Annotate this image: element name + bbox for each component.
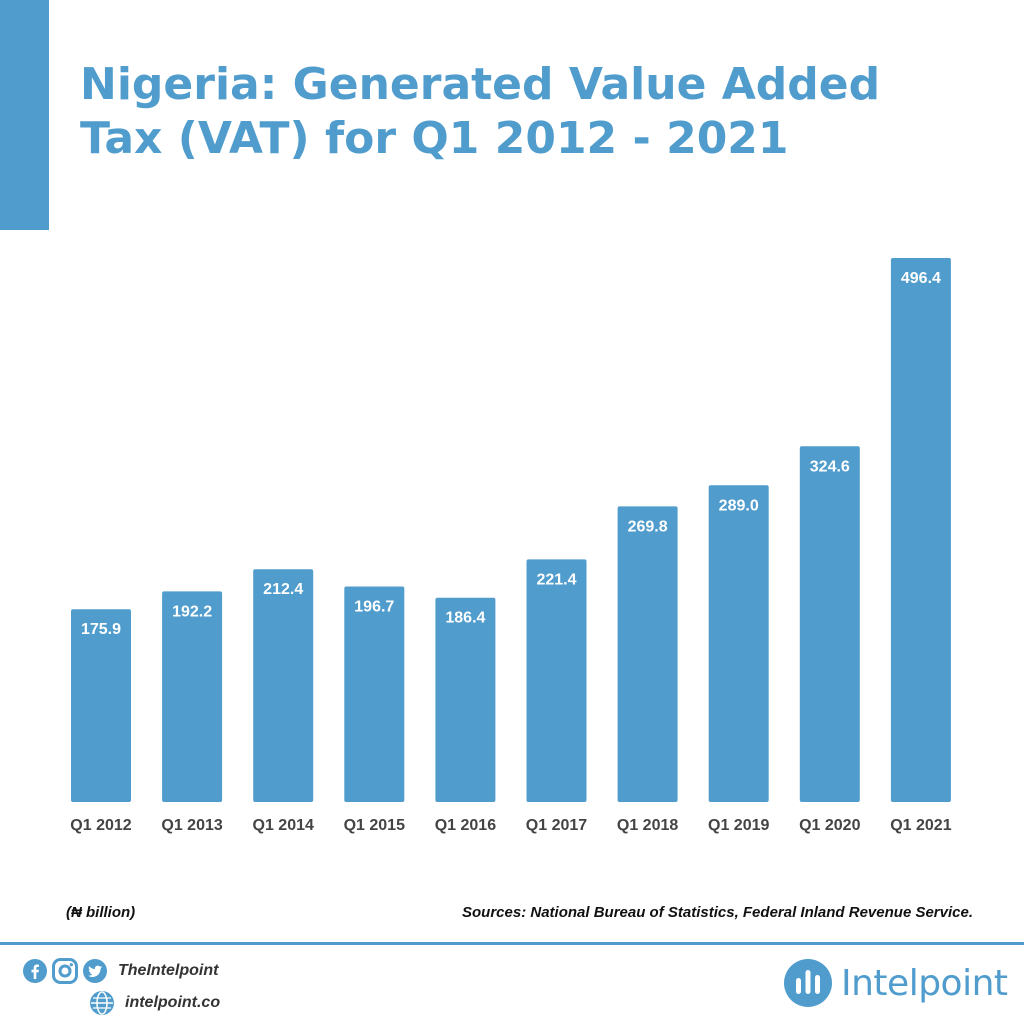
unit-label: (₦ billion)	[66, 904, 136, 921]
x-tick-label: Q1 2017	[526, 817, 587, 834]
data-label: 289.0	[719, 497, 759, 514]
globe-icon	[90, 991, 114, 1015]
bar-q1-2015	[344, 586, 405, 802]
bar-q1-2017	[526, 559, 587, 802]
website-link[interactable]: intelpoint.co	[125, 994, 221, 1011]
data-label: 496.4	[901, 270, 941, 287]
social-handle[interactable]: TheIntelpoint	[118, 962, 219, 979]
title-line-2: Tax (VAT) for Q1 2012 - 2021	[80, 113, 789, 165]
facebook-icon[interactable]	[22, 958, 48, 984]
chart-title: Nigeria: Generated Value Added Tax (VAT)…	[80, 58, 980, 166]
data-label: 212.4	[263, 581, 303, 598]
logo-text: Intelpoint	[841, 962, 1008, 1004]
bar-chart: 175.9 Q1 2012 192.2 Q1 2013 212.4 Q1 2014 196.…	[70, 258, 952, 834]
data-label: 269.8	[628, 518, 668, 535]
social-links: TheIntelpoint	[22, 958, 218, 984]
x-tick-label: Q1 2012	[70, 817, 131, 834]
x-tick-label: Q1 2016	[435, 817, 496, 834]
bar-q1-2014	[253, 569, 314, 802]
title-line-1: Nigeria: Generated Value Added	[80, 59, 881, 110]
data-label: 221.4	[536, 571, 576, 588]
accent-bar	[0, 0, 49, 230]
intelpoint-logo-icon	[784, 959, 832, 1007]
x-tick-label: Q1 2018	[617, 817, 678, 834]
data-label: 192.2	[172, 603, 212, 620]
data-label: 324.6	[810, 458, 850, 475]
website-link-row: intelpoint.co	[89, 990, 220, 1016]
data-label: 186.4	[445, 610, 485, 627]
sources-note: Sources: National Bureau of Statistics, …	[462, 904, 973, 921]
bar-q1-2016	[435, 597, 496, 802]
data-label: 196.7	[354, 598, 394, 615]
x-tick-label: Q1 2019	[708, 817, 769, 834]
twitter-icon[interactable]	[82, 958, 108, 984]
x-tick-label: Q1 2015	[344, 817, 405, 834]
intelpoint-logo: Intelpoint	[783, 958, 1008, 1008]
instagram-icon[interactable]	[52, 958, 78, 984]
bar-q1-2012	[71, 609, 131, 802]
bar-q1-2021	[890, 258, 951, 802]
bar-q1-2020	[799, 446, 860, 802]
x-tick-label: Q1 2021	[890, 817, 951, 834]
footer-divider	[0, 942, 1024, 945]
x-tick-label: Q1 2014	[253, 817, 314, 834]
bar-q1-2018	[617, 506, 678, 802]
x-tick-label: Q1 2020	[799, 817, 860, 834]
data-label: 175.9	[81, 621, 121, 638]
x-tick-label: Q1 2013	[161, 817, 222, 834]
bar-q1-2013	[162, 591, 223, 802]
bar-q1-2019	[708, 485, 769, 802]
